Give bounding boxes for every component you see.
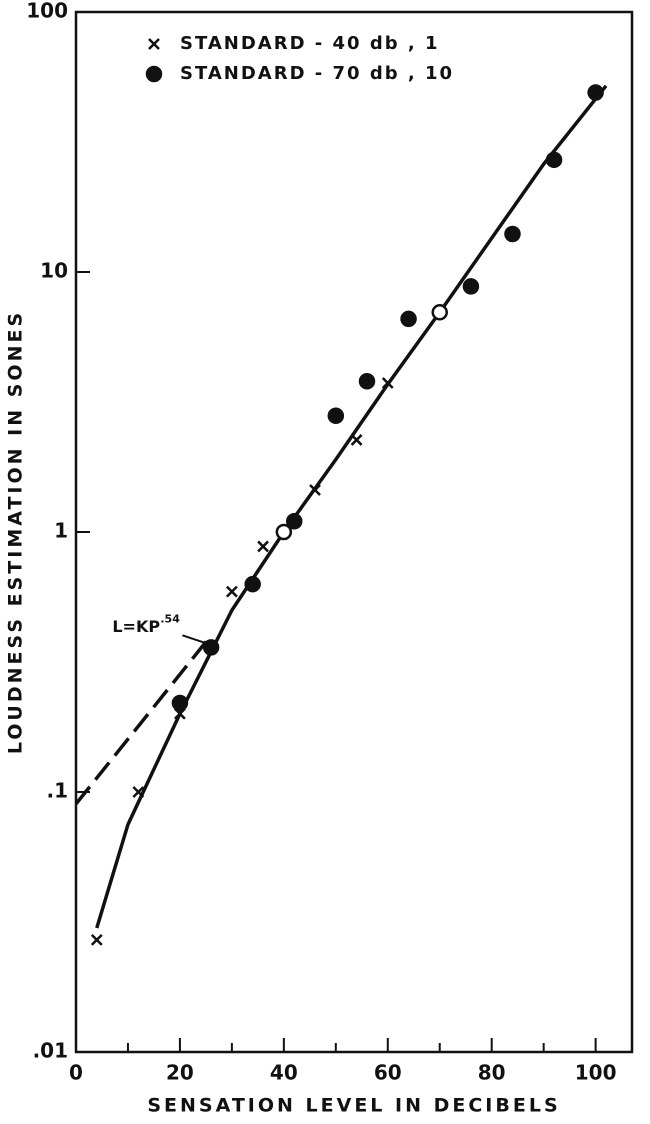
x-axis-title: SENSATION LEVEL IN DECIBELS [147,1095,560,1117]
y-tick-label: .01 [33,1039,68,1063]
legend-label: STANDARD - 70 db , 10 [180,63,454,84]
x-marker [90,933,103,946]
x-tick-label: 60 [374,1061,402,1085]
annotation-pointer [182,634,207,645]
y-tick-label: 1 [54,519,68,543]
dot-marker [358,373,376,390]
legend-label: STANDARD - 40 db , 1 [180,33,440,54]
dot-marker [431,304,448,321]
x-tick-label: 100 [575,1061,617,1085]
dot-marker [285,512,303,530]
x-marker [132,786,145,798]
x-marker [257,540,269,553]
x-tick-label: 40 [270,1061,298,1085]
annotation: L=KP [112,617,160,636]
dot-marker [202,639,220,656]
dot-marker [504,225,521,243]
annotation-superscript: .54 [160,612,180,625]
x-tick-label: 0 [69,1061,83,1085]
plot-frame [74,10,634,1054]
y-tick-label: 100 [26,0,68,23]
y-axis-title: LOUDNESS ESTIMATION IN SONES [5,310,27,754]
x-marker [226,585,238,598]
dashed-line [74,634,213,805]
y-tick-label: 10 [40,259,68,283]
dot-marker [327,407,345,424]
y-tick-label: .1 [46,779,68,803]
x-marker [148,38,160,50]
x-tick-label: 20 [166,1061,194,1085]
dot-marker [587,84,604,101]
x-marker [381,377,394,389]
dot-marker [244,575,261,593]
dot-marker [145,65,163,83]
solid-line [95,84,608,929]
dot-marker [462,278,480,295]
dot-marker [275,523,293,541]
x-marker [350,434,363,446]
dot-marker [545,151,563,169]
x-marker [309,484,321,496]
dot-marker [400,310,417,328]
x-tick-label: 80 [478,1061,506,1085]
dot-marker [171,694,189,712]
